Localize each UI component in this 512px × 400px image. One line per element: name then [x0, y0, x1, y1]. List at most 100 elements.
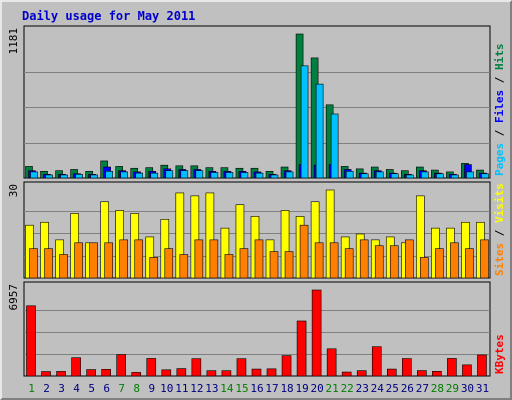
x-label-day-18: 18 [280, 382, 293, 395]
bar-pages-day-27 [421, 171, 429, 179]
bar-pages-day-7 [120, 171, 128, 179]
bar-kbytes-day-9 [146, 358, 157, 377]
bar-pages-day-19 [300, 65, 309, 179]
bar-pages-day-10 [165, 170, 174, 179]
y-max-label-middle: 30 [7, 184, 20, 197]
bar-sites-day-9 [149, 257, 159, 279]
bar-pages-day-20 [315, 83, 324, 179]
bar-pages-day-13 [210, 172, 219, 179]
bar-sites-day-10 [164, 248, 174, 279]
x-label-day-24: 24 [371, 382, 385, 395]
bar-sites-day-28 [435, 248, 444, 279]
x-label-day-28: 28 [431, 382, 444, 395]
bar-pages-day-16 [255, 172, 264, 179]
bar-pages-day-5 [90, 174, 98, 179]
bar-kbytes-day-16 [251, 368, 262, 377]
bar-sites-day-13 [209, 239, 219, 279]
panel-middle: 30 Sites / Visits [7, 181, 506, 279]
bar-sites-day-16 [254, 239, 264, 279]
bar-kbytes-day-26 [402, 358, 412, 377]
x-label-day-13: 13 [205, 382, 218, 395]
bar-sites-day-30 [465, 248, 474, 279]
bar-kbytes-day-19 [296, 320, 307, 377]
bar-pages-day-17 [270, 174, 279, 179]
x-label-day-22: 22 [341, 382, 354, 395]
x-label-day-7: 7 [118, 382, 125, 395]
bar-kbytes-day-3 [56, 371, 66, 377]
x-label-day-10: 10 [160, 382, 173, 395]
bar-pages-day-23 [360, 173, 369, 179]
bar-pages-day-30 [466, 171, 474, 179]
x-label-day-12: 12 [190, 382, 203, 395]
legend-item-middle-1: / [493, 223, 506, 243]
bar-sites-day-17 [269, 251, 279, 279]
bar-kbytes-day-15 [236, 358, 247, 377]
x-label-day-17: 17 [265, 382, 278, 395]
bar-pages-day-2 [45, 174, 53, 179]
bar-kbytes-day-24 [371, 346, 382, 377]
bar-kbytes-day-29 [447, 358, 457, 377]
legend-item-top-0: Pages [493, 143, 506, 176]
plot-area-top [23, 25, 491, 179]
x-label-day-11: 11 [175, 382, 188, 395]
x-label-day-9: 9 [148, 382, 155, 395]
bar-pages-day-29 [451, 174, 459, 179]
x-label-day-3: 3 [58, 382, 65, 395]
bar-sites-day-2 [44, 248, 53, 279]
x-label-day-20: 20 [311, 382, 324, 395]
bar-kbytes-day-13 [206, 370, 217, 377]
bar-kbytes-day-17 [266, 368, 277, 377]
bars-middle [25, 189, 489, 279]
x-label-day-16: 16 [250, 382, 263, 395]
bar-sites-day-11 [179, 254, 189, 279]
x-label-day-4: 4 [73, 382, 80, 395]
bar-sites-day-18 [284, 251, 294, 279]
bar-sites-day-6 [104, 242, 113, 279]
bar-pages-day-26 [406, 174, 414, 179]
bar-kbytes-day-7 [116, 354, 126, 377]
bar-sites-day-8 [134, 239, 144, 279]
bar-sites-day-21 [329, 242, 339, 279]
bar-sites-day-5 [89, 242, 98, 279]
legend-middle: Sites / Visits [493, 183, 506, 276]
bar-kbytes-day-18 [281, 355, 292, 377]
x-label-day-15: 15 [235, 382, 248, 395]
bar-kbytes-day-30 [462, 364, 472, 377]
bar-kbytes-day-22 [341, 371, 352, 377]
x-label-day-21: 21 [326, 382, 339, 395]
legend-item-top-4: Hits [493, 44, 506, 71]
bar-sites-day-19 [299, 224, 309, 279]
plot-area-bottom [23, 281, 491, 377]
bar-sites-day-14 [224, 254, 234, 279]
bar-kbytes-day-4 [71, 357, 81, 377]
legend-item-middle-0: Sites [493, 243, 506, 276]
bar-sites-day-1 [29, 248, 38, 279]
legend-item-top-3: / [493, 70, 506, 90]
bar-pages-day-12 [195, 170, 204, 179]
bar-pages-day-9 [150, 172, 159, 179]
bar-sites-day-26 [405, 239, 414, 279]
panel-top: 1181 Pages / Files / Hits [7, 25, 506, 179]
x-label-day-14: 14 [220, 382, 234, 395]
x-axis-labels: 1 2 3 4 5 6 7 8 9 10 11 12 13 14 15 16 17 18 19 20 21 22 23 24 2… [28, 382, 489, 395]
bar-pages-day-1 [30, 171, 38, 179]
bar-pages-day-31 [481, 173, 489, 179]
bar-pages-day-22 [345, 170, 354, 179]
bars-top [25, 33, 489, 179]
bar-kbytes-day-11 [176, 368, 187, 377]
bar-sites-day-7 [119, 239, 128, 279]
bar-kbytes-day-23 [356, 370, 367, 377]
legend-item-top-2: Files [493, 90, 506, 123]
bar-kbytes-day-2 [41, 371, 51, 377]
bar-sites-day-4 [74, 242, 83, 279]
legend-bottom: KBytes [493, 334, 506, 374]
bar-kbytes-day-14 [221, 370, 232, 377]
bar-sites-day-20 [314, 242, 324, 279]
x-label-day-5: 5 [88, 382, 95, 395]
bar-pages-day-3 [60, 174, 68, 179]
x-label-day-6: 6 [103, 382, 110, 395]
bar-kbytes-day-25 [386, 368, 397, 377]
bar-pages-day-6 [105, 170, 113, 179]
bar-kbytes-day-27 [417, 370, 427, 377]
